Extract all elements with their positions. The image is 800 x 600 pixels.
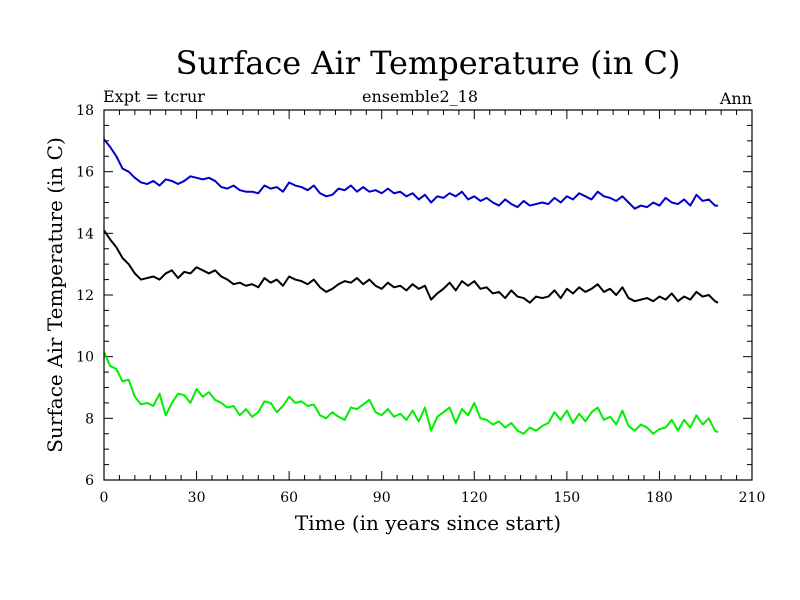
x-tick-label: 120 bbox=[461, 490, 488, 506]
x-tick-label: 30 bbox=[188, 490, 206, 506]
x-axis-label: Time (in years since start) bbox=[295, 511, 561, 535]
ensemble-label: ensemble2_18 bbox=[362, 87, 478, 106]
series-lines bbox=[103, 138, 719, 435]
series-line-black bbox=[103, 229, 719, 304]
y-tick-label: 6 bbox=[85, 473, 94, 489]
y-tick-label: 10 bbox=[76, 350, 94, 366]
y-tick-label: 18 bbox=[76, 103, 94, 119]
x-tick-label: 60 bbox=[280, 490, 298, 506]
x-tick-label: 150 bbox=[553, 490, 580, 506]
y-tick-label: 14 bbox=[76, 226, 94, 242]
plot-frame bbox=[103, 109, 753, 481]
x-tick-label: 180 bbox=[646, 490, 673, 506]
y-axis-label: Surface Air Temperature (in C) bbox=[43, 137, 67, 453]
x-tick-label: 90 bbox=[373, 490, 391, 506]
series-line-green bbox=[103, 351, 719, 435]
chart-title: Surface Air Temperature (in C) bbox=[176, 44, 681, 82]
x-tick-label: 0 bbox=[100, 490, 109, 506]
series-line-blue bbox=[103, 138, 719, 210]
axes: 0 30 60 90 120 150 180 210 6 8 10 12 14 16 18 bbox=[76, 103, 765, 506]
y-tick-label: 12 bbox=[76, 288, 94, 304]
x-tick-label: 210 bbox=[739, 490, 766, 506]
y-tick-label: 8 bbox=[85, 411, 94, 427]
y-tick-label: 16 bbox=[76, 165, 94, 181]
experiment-label: Expt = tcrur bbox=[103, 87, 205, 106]
period-label: Ann bbox=[719, 89, 752, 108]
